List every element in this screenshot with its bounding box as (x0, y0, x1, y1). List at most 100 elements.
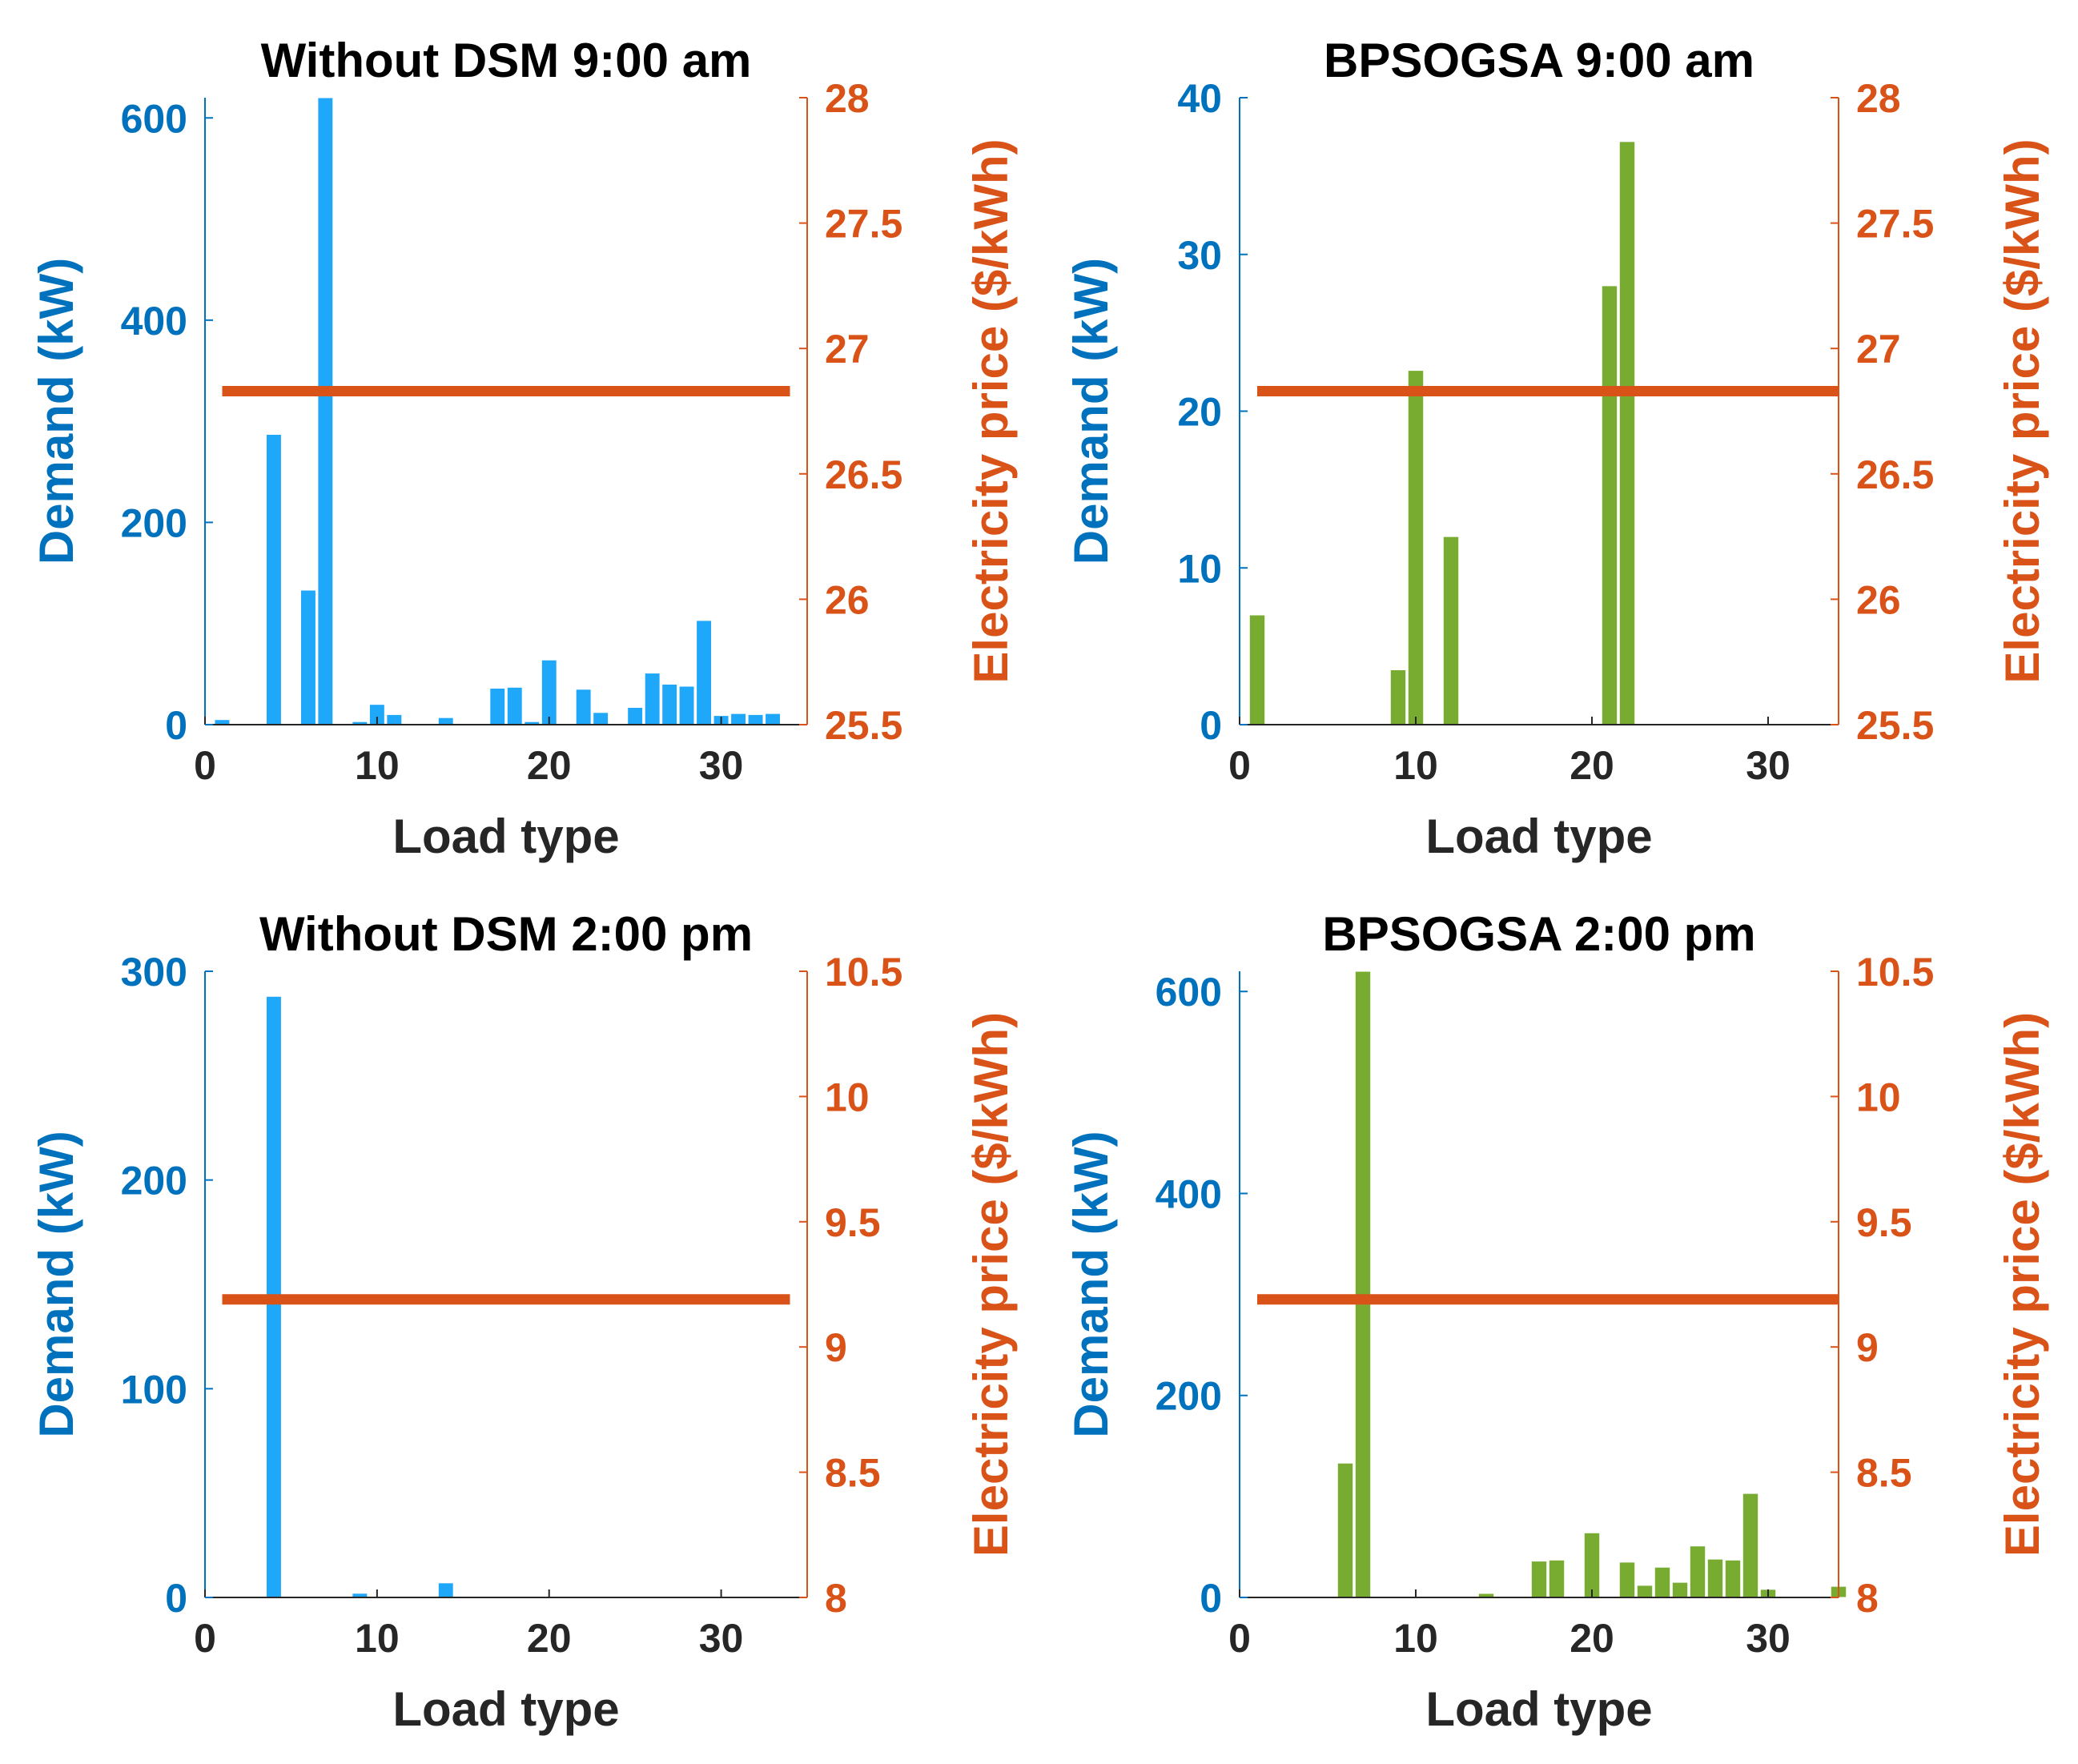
bar-loadtype-14 (437, 717, 454, 725)
y-right-tick-label: 27.5 (825, 202, 902, 247)
x-tick-label: 10 (355, 1616, 400, 1661)
y-axis-label: Demand (kW) (1064, 258, 1118, 565)
y-right-tick-label: 8 (1856, 1576, 1879, 1621)
bar-loadtype-9 (1389, 669, 1407, 725)
y-right-axis-label: Electricity price ($/kWh) (1996, 1012, 2049, 1557)
y-right-tick-label: 10.5 (825, 950, 902, 995)
x-tick-label: 0 (194, 1616, 216, 1661)
y-right-tick-label: 25.5 (1856, 703, 1934, 748)
bar-loadtype-18 (1548, 1559, 1566, 1598)
x-tick-label: 20 (1570, 1616, 1614, 1661)
bar-loadtype-26 (1689, 1545, 1706, 1598)
y-tick-label: 100 (121, 1367, 187, 1412)
y-right-tick-label: 8.5 (1856, 1451, 1912, 1496)
chart-title: BPSOGSA 2:00 pm (1322, 907, 1755, 961)
bar-loadtype-22 (1618, 1561, 1636, 1598)
bar-loadtype-27 (1706, 1558, 1724, 1598)
bar-loadtype-25 (1671, 1581, 1689, 1598)
bar-loadtype-24 (1654, 1566, 1671, 1598)
y-tick-label: 0 (165, 703, 187, 748)
bar-loadtype-21 (1601, 285, 1618, 725)
x-tick-label: 30 (1746, 1616, 1791, 1661)
y-right-tick-label: 9 (825, 1325, 847, 1370)
y-right-tick-label: 26 (1856, 577, 1901, 622)
y-right-tick-label: 28 (1856, 76, 1901, 121)
x-axis-label: Load type (392, 1682, 619, 1736)
y-right-tick-label: 9 (1856, 1325, 1879, 1370)
y-right-tick-label: 10 (1856, 1075, 1901, 1119)
y-axis-label: Demand (kW) (30, 1131, 83, 1437)
y-right-tick-label: 9.5 (825, 1200, 881, 1245)
bar-loadtype-14 (437, 1582, 454, 1598)
y-right-tick-label: 27 (1856, 327, 1901, 372)
bar-loadtype-27 (661, 684, 678, 725)
bar-loadtype-28 (678, 685, 695, 725)
x-tick-label: 30 (699, 743, 744, 788)
y-right-tick-label: 27.5 (1856, 202, 1934, 247)
bar-loadtype-20 (541, 659, 557, 725)
bar-loadtype-29 (1742, 1493, 1759, 1598)
bar-loadtype-7 (1354, 970, 1372, 1598)
y-right-tick-label: 8 (825, 1576, 847, 1621)
chart-panel-4: 0 10 20 30 0 200 400 600 8 8.5 9 9.5 10 10.5 BPSOGSA 2… (1064, 907, 2049, 1736)
bar-loadtype-7 (317, 97, 334, 725)
bar-loadtype-10 (1407, 370, 1425, 725)
bar-loadtype-12 (1442, 536, 1460, 725)
y-axis-label: Demand (kW) (30, 258, 83, 565)
y-tick-label: 600 (121, 96, 187, 141)
y-tick-label: 200 (121, 500, 187, 545)
x-tick-label: 10 (1393, 743, 1438, 788)
bar-loadtype-29 (696, 620, 712, 725)
y-right-tick-label: 9.5 (1856, 1200, 1912, 1245)
x-tick-label: 0 (1228, 743, 1251, 788)
y-tick-label: 0 (165, 1576, 187, 1621)
chart-title: BPSOGSA 9:00 am (1324, 34, 1754, 87)
y-right-tick-label: 25.5 (825, 703, 902, 748)
bar-loadtype-23 (1636, 1585, 1654, 1598)
y-right-tick-label: 26 (825, 577, 870, 622)
bar-loadtype-11 (386, 713, 403, 725)
y-right-axis-label: Electricity price ($/kWh) (964, 139, 1018, 683)
y-right-axis-label: Electricity price ($/kWh) (1996, 139, 2049, 683)
bar-loadtype-28 (1724, 1559, 1742, 1598)
bar-loadtype-23 (593, 712, 609, 725)
bar-loadtype-33 (765, 713, 781, 725)
bar-loadtype-31 (730, 713, 746, 725)
y-tick-label: 400 (1156, 1171, 1222, 1216)
y-axis-label: Demand (kW) (1064, 1131, 1118, 1437)
y-tick-label: 600 (1156, 970, 1222, 1015)
chart-panel-1: 0 10 20 30 0 200 400 600 25.5 26 26.5 27 27.5 28 Witho… (30, 34, 1018, 863)
bar-loadtype-25 (627, 707, 644, 725)
chart-panel-2: 0 10 20 30 0 10 20 30 40 25.5 26 26.5 27 27.5 28 BPSOGS… (1064, 34, 2049, 863)
y-tick-label: 200 (1156, 1374, 1222, 1419)
bar-loadtype-6 (300, 589, 316, 725)
y-right-tick-label: 10.5 (1856, 950, 1934, 995)
bar-loadtype-22 (1618, 141, 1636, 725)
y-tick-label: 200 (121, 1159, 187, 1203)
x-tick-label: 20 (1570, 743, 1614, 788)
bar-loadtype-32 (747, 713, 764, 725)
x-axis-label: Load type (392, 810, 619, 863)
y-right-tick-label: 28 (825, 76, 870, 121)
x-axis-label: Load type (1425, 1682, 1652, 1736)
y-tick-label: 300 (121, 950, 187, 995)
y-tick-label: 10 (1177, 546, 1222, 591)
y-right-tick-label: 26.5 (1856, 452, 1934, 497)
x-tick-label: 10 (355, 743, 400, 788)
x-tick-label: 0 (194, 743, 216, 788)
x-tick-label: 20 (527, 743, 572, 788)
x-axis-label: Load type (1425, 810, 1652, 863)
x-tick-label: 30 (1746, 743, 1791, 788)
y-right-axis-label: Electricity price ($/kWh) (964, 1012, 1018, 1557)
y-tick-label: 400 (121, 299, 187, 344)
x-tick-label: 0 (1228, 1616, 1251, 1661)
chart-title: Without DSM 9:00 am (261, 34, 752, 87)
bar-loadtype-22 (575, 689, 592, 725)
bar-loadtype-17 (1530, 1561, 1548, 1598)
x-tick-label: 10 (1393, 1616, 1438, 1661)
y-right-tick-label: 26.5 (825, 452, 902, 497)
bar-loadtype-4 (266, 434, 282, 725)
bar-loadtype-17 (489, 688, 506, 725)
